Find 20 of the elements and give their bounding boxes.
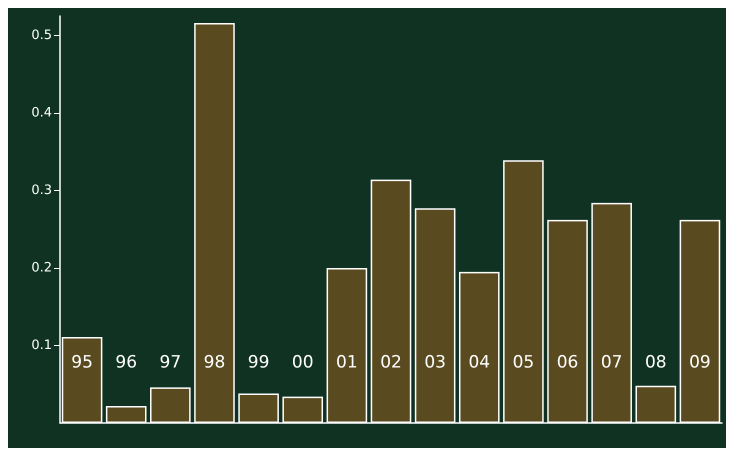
x-tick-label: 00: [292, 352, 314, 372]
y-tick-label: 0.2: [31, 260, 52, 276]
y-tick-label: 0.1: [31, 338, 52, 353]
x-tick-label: 07: [600, 352, 622, 372]
x-tick-label: 06: [556, 352, 578, 372]
x-tick-label: 97: [160, 352, 182, 372]
x-tick-label: 08: [644, 352, 667, 372]
x-tick-label: 05: [512, 352, 534, 372]
y-tick-label: 0.4: [31, 105, 52, 120]
x-tick-label: 04: [468, 352, 490, 372]
x-tick-label: 01: [336, 352, 358, 372]
x-tick-label: 02: [380, 352, 402, 372]
x-tick-label: 98: [204, 352, 226, 372]
x-tick-label: 09: [689, 352, 711, 372]
y-tick-label: 0.5: [31, 28, 52, 43]
x-tick-label: 95: [71, 352, 93, 372]
y-tick-label: 0.3: [31, 182, 52, 198]
x-tick-label: 03: [424, 352, 446, 372]
x-tick-label: 99: [248, 352, 270, 372]
x-tick-label: 96: [115, 352, 138, 372]
